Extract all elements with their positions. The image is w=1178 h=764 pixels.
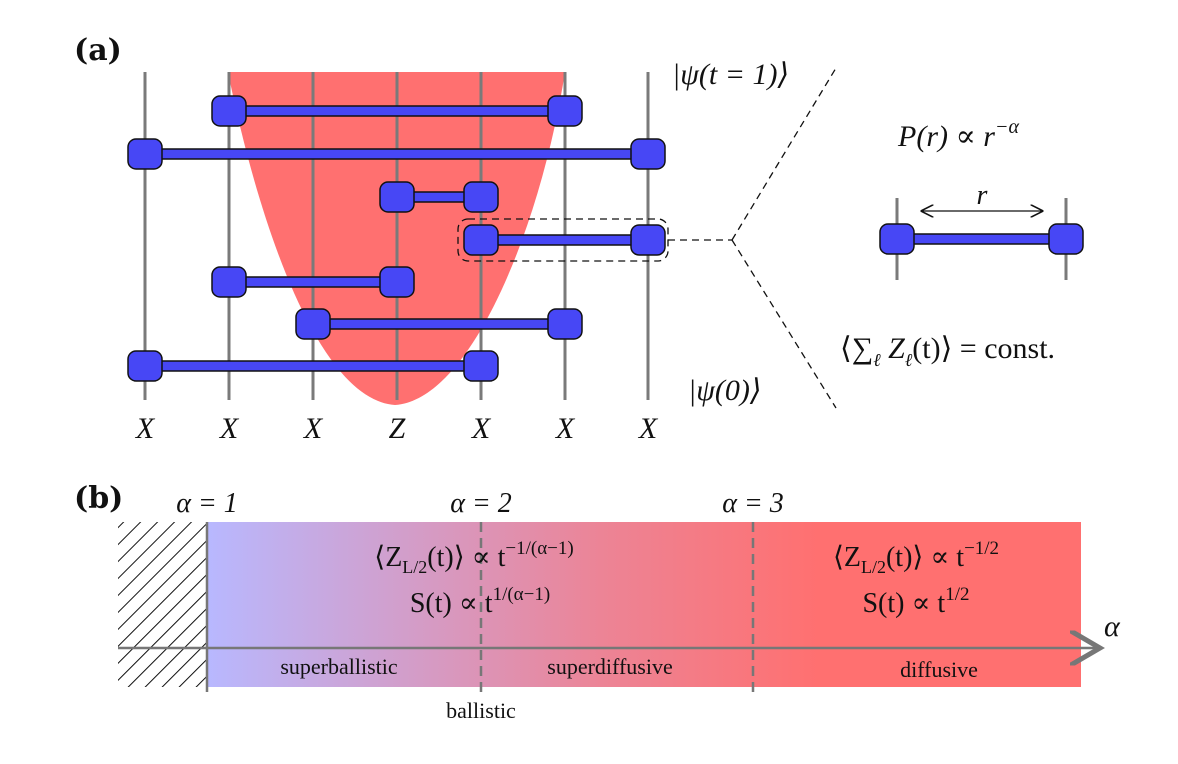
- gate-row-7: [127, 350, 499, 382]
- operator-3: X: [303, 412, 324, 445]
- alpha-3-marker: α = 3: [722, 488, 784, 519]
- regime-diffusive: diffusive: [900, 657, 978, 682]
- panel-a-label: (a): [74, 33, 122, 68]
- gate-row-1: [211, 95, 583, 127]
- operator-2: X: [219, 412, 240, 445]
- state-initial-label: |ψ(0)⟩: [688, 374, 762, 407]
- operator-7: X: [638, 412, 659, 445]
- state-final-label: |ψ(t = 1)⟩: [672, 58, 789, 91]
- regime-superballistic: superballistic: [280, 654, 398, 679]
- left-magnetization-formula: ⟨ZL/2(t)⟩ ∝ t−1/(α−1): [374, 538, 573, 577]
- regime-ballistic: ballistic: [446, 698, 516, 723]
- operator-6: X: [555, 412, 576, 445]
- probability-law: P(r) ∝ r−α: [897, 116, 1019, 153]
- zoom-lines: [668, 67, 837, 409]
- conservation-law: ⟨∑ℓ Zℓ(t)⟩ = const.: [840, 332, 1055, 370]
- right-entropy-formula: S(t) ∝ t1/2: [862, 584, 969, 619]
- distance-label: r: [977, 180, 988, 211]
- gate-row-5: [211, 266, 415, 298]
- alpha-1-marker: α = 1: [176, 488, 238, 519]
- alpha-axis-label: α: [1104, 610, 1121, 643]
- panel-b-label: (b): [74, 481, 123, 516]
- hatched-region: [118, 522, 207, 687]
- left-entropy-formula: S(t) ∝ t1/(α−1): [410, 584, 550, 619]
- operator-5: X: [471, 412, 492, 445]
- operator-1: X: [135, 412, 156, 445]
- alpha-2-marker: α = 2: [450, 488, 512, 519]
- gate-row-3: [379, 181, 499, 213]
- gate-row-4-highlighted: [457, 218, 669, 262]
- operator-4: Z: [389, 412, 406, 445]
- regime-gradient-bar: [207, 522, 1081, 687]
- right-magnetization-formula: ⟨ZL/2(t)⟩ ∝ t−1/2: [833, 538, 999, 577]
- gate-row-2: [127, 138, 666, 170]
- gate-row-6: [295, 308, 583, 340]
- regime-superdiffusive: superdiffusive: [547, 654, 672, 679]
- inset-gate: [879, 198, 1084, 280]
